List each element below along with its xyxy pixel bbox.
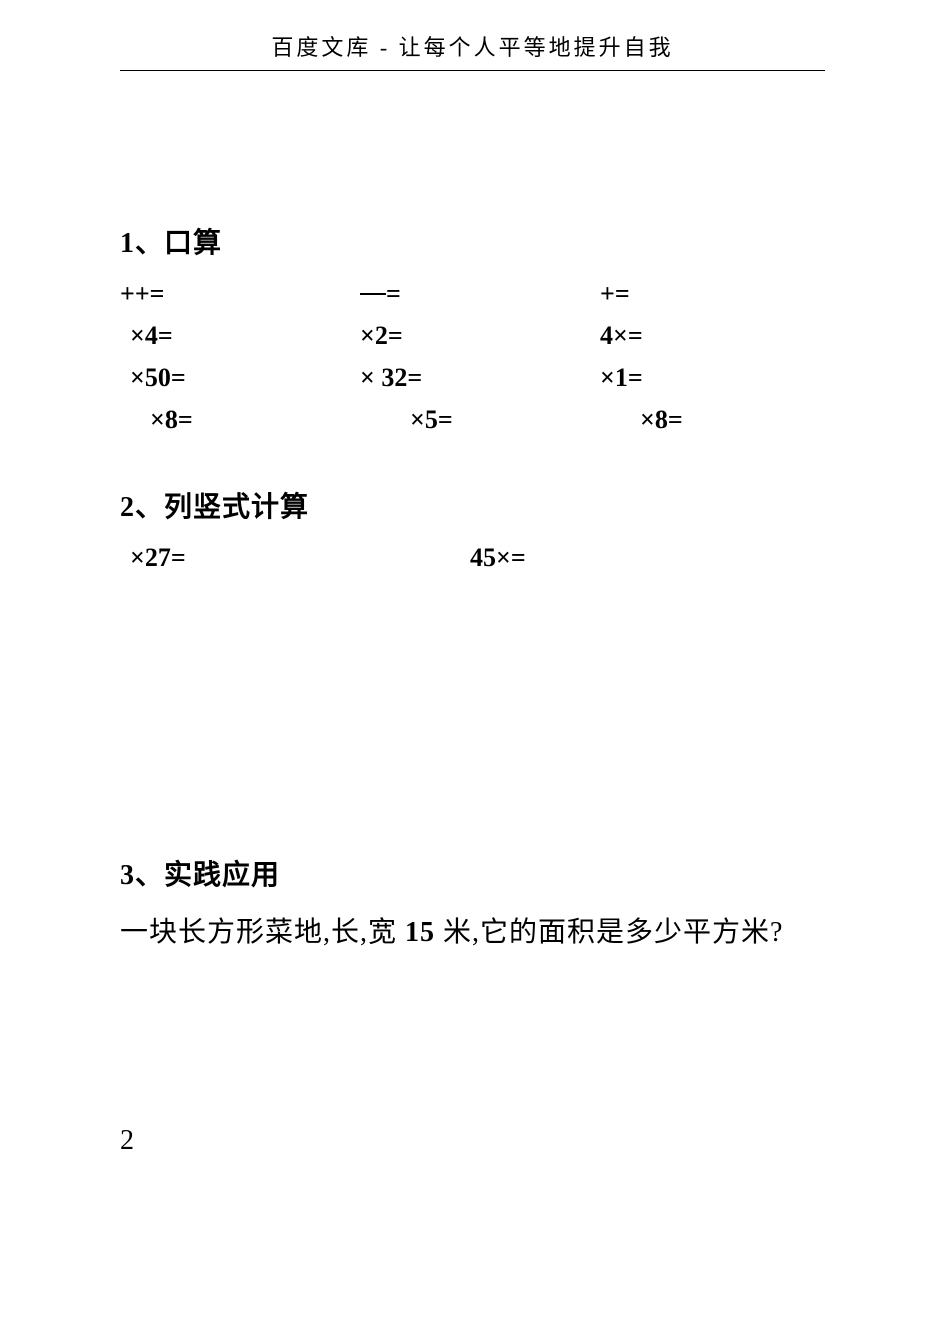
section-2-title: 列竖式计算 bbox=[164, 492, 309, 523]
page-container: 百度文库 - 让每个人平等地提升自我 1、口算 ++= = += ×4= ×2=… bbox=[0, 0, 945, 954]
section-1-sep: 、 bbox=[135, 228, 164, 259]
section-1-title: 口算 bbox=[164, 228, 222, 259]
s1-row2-c1: ×4= bbox=[120, 321, 360, 351]
s1-row2-c3: 4×= bbox=[600, 321, 825, 351]
section-3: 3、实践应用 一块长方形菜地,长,宽 15 米,它的面积是多少平方米? bbox=[120, 853, 825, 954]
page-header: 百度文库 - 让每个人平等地提升自我 bbox=[120, 30, 825, 71]
section-2-number: 2 bbox=[120, 492, 135, 523]
section-3-number: 3 bbox=[120, 860, 135, 891]
s1-row2-c2: ×2= bbox=[360, 321, 600, 351]
s1-row4: ×8= ×5= ×8= bbox=[120, 405, 825, 435]
s1-row1-c2: = bbox=[360, 279, 600, 309]
s3-body-num: 15 bbox=[405, 917, 435, 948]
page-number: 2 bbox=[120, 1125, 134, 1157]
section-2: 2、列竖式计算 ×27= 45×= bbox=[120, 485, 825, 573]
s2-row1-c1: ×27= bbox=[120, 543, 470, 573]
s1-row2: ×4= ×2= 4×= bbox=[120, 321, 825, 351]
s1-row4-c3: ×8= bbox=[620, 405, 825, 435]
s1-row3-c1: ×50= bbox=[120, 363, 360, 393]
section-3-sep: 、 bbox=[135, 860, 164, 891]
s1-row3: ×50= × 32= ×1= bbox=[120, 363, 825, 393]
s1-row1-c1: ++= bbox=[120, 279, 360, 309]
dash-icon bbox=[360, 293, 386, 296]
s2-row1-c2: 45×= bbox=[470, 543, 526, 573]
s1-row1-c3: += bbox=[600, 279, 825, 309]
s1-row1-c2-text: = bbox=[386, 279, 401, 308]
section-3-heading: 3、实践应用 bbox=[120, 853, 825, 893]
s1-row4-c1: ×8= bbox=[140, 405, 380, 435]
s1-row4-c2: ×5= bbox=[380, 405, 620, 435]
s3-body-p1: 一块长方形菜地,长,宽 bbox=[120, 917, 405, 948]
s3-body-p2: 米,它的面积是多少平方米? bbox=[435, 917, 783, 948]
section-3-title: 实践应用 bbox=[164, 860, 280, 891]
s1-row3-c2: × 32= bbox=[360, 363, 600, 393]
section-2-sep: 、 bbox=[135, 492, 164, 523]
header-text: 百度文库 - 让每个人平等地提升自我 bbox=[271, 35, 673, 60]
section-1-number: 1 bbox=[120, 228, 135, 259]
section-1-heading: 1、口算 bbox=[120, 221, 825, 261]
section-2-heading: 2、列竖式计算 bbox=[120, 485, 825, 525]
s1-row3-c3: ×1= bbox=[600, 363, 825, 393]
section-3-body: 一块长方形菜地,长,宽 15 米,它的面积是多少平方米? bbox=[120, 911, 825, 954]
s2-row1: ×27= 45×= bbox=[120, 543, 825, 573]
s1-row1: ++= = += bbox=[120, 279, 825, 309]
section-1: 1、口算 ++= = += ×4= ×2= 4×= ×50= × 32= ×1=… bbox=[120, 221, 825, 435]
